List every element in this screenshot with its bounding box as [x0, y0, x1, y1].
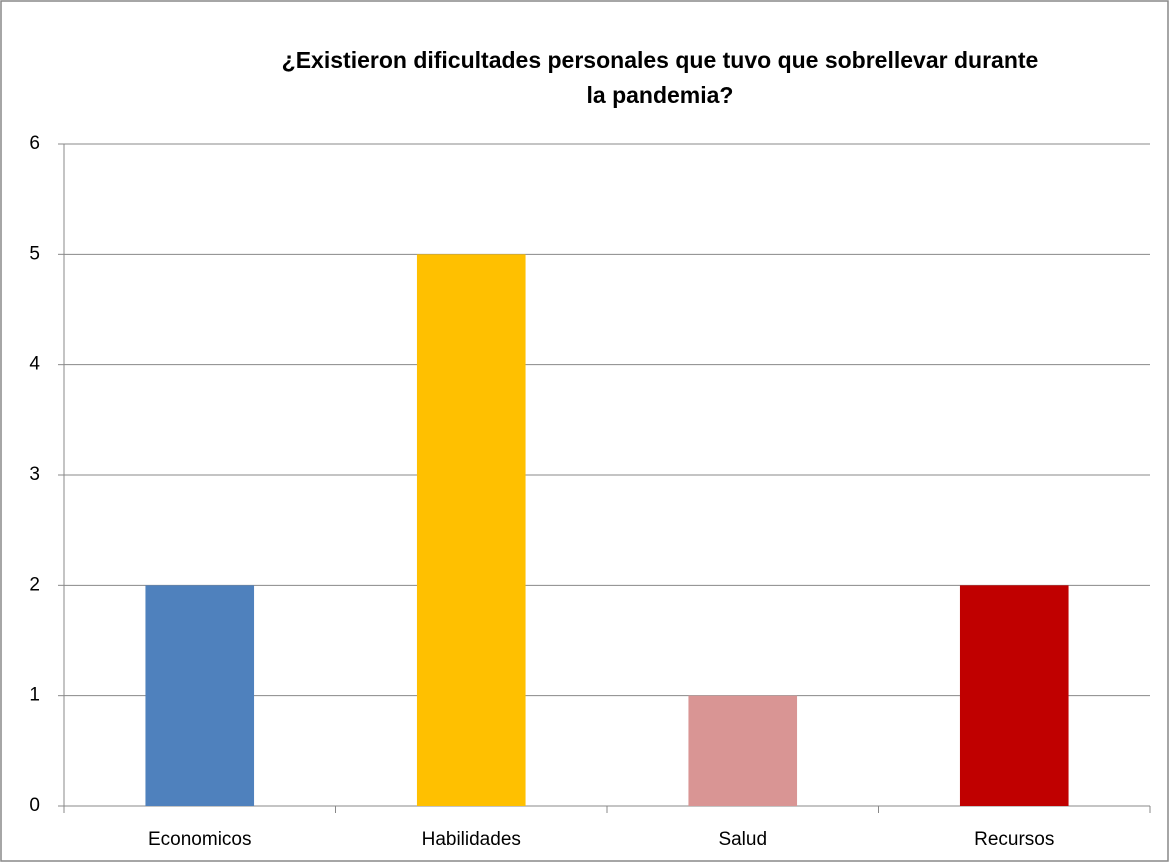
bar [688, 695, 798, 806]
y-tick-label: 5 [29, 243, 40, 264]
bar [145, 585, 255, 806]
chart-title: la pandemia? [587, 82, 734, 108]
y-tick-label: 3 [29, 464, 40, 485]
x-tick-label: Salud [718, 829, 767, 850]
x-tick-label: Recursos [974, 829, 1054, 850]
y-tick-label: 4 [29, 354, 40, 375]
chart-title: ¿Existieron dificultades personales que … [282, 47, 1039, 73]
y-tick-label: 0 [29, 795, 40, 816]
y-tick-label: 6 [29, 133, 40, 154]
y-tick-label: 2 [29, 574, 40, 595]
bar [959, 585, 1069, 806]
bar [416, 254, 526, 807]
x-tick-label: Habilidades [422, 829, 521, 850]
y-tick-label: 1 [29, 685, 40, 706]
x-tick-label: Economicos [148, 829, 252, 850]
